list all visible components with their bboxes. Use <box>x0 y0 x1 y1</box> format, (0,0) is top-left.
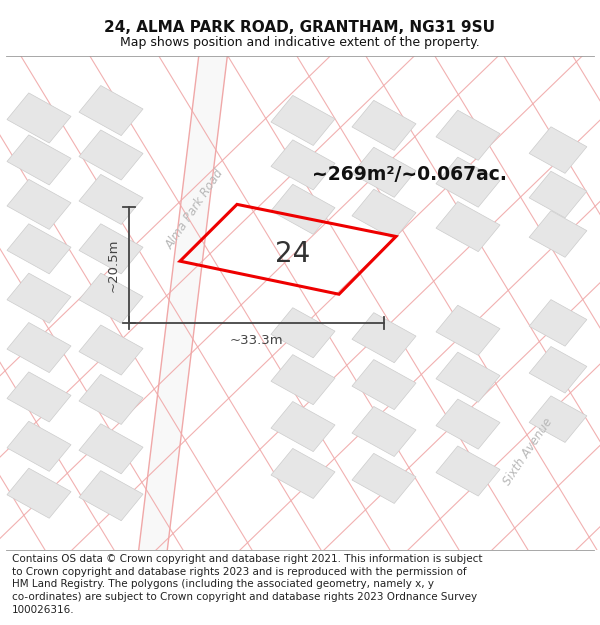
Polygon shape <box>79 273 143 323</box>
Polygon shape <box>7 135 71 185</box>
Polygon shape <box>436 399 500 449</box>
Polygon shape <box>352 359 416 409</box>
Polygon shape <box>529 211 587 258</box>
Polygon shape <box>7 468 71 518</box>
Polygon shape <box>271 401 335 452</box>
Text: ~33.3m: ~33.3m <box>229 334 283 347</box>
Polygon shape <box>352 148 416 198</box>
Polygon shape <box>352 453 416 504</box>
Text: ~20.5m: ~20.5m <box>107 238 120 292</box>
Text: 24: 24 <box>275 240 310 268</box>
Text: Sixth Avenue: Sixth Avenue <box>501 415 555 488</box>
Text: 24, ALMA PARK ROAD, GRANTHAM, NG31 9SU: 24, ALMA PARK ROAD, GRANTHAM, NG31 9SU <box>104 20 496 35</box>
Polygon shape <box>7 372 71 422</box>
Polygon shape <box>436 352 500 402</box>
Polygon shape <box>436 157 500 208</box>
Polygon shape <box>436 201 500 252</box>
Polygon shape <box>352 101 416 151</box>
Polygon shape <box>79 471 143 521</box>
Polygon shape <box>529 346 587 393</box>
Polygon shape <box>79 374 143 424</box>
Polygon shape <box>436 305 500 356</box>
Polygon shape <box>529 127 587 173</box>
Polygon shape <box>529 171 587 217</box>
Polygon shape <box>436 110 500 160</box>
Text: Map shows position and indicative extent of the property.: Map shows position and indicative extent… <box>120 36 480 49</box>
Polygon shape <box>271 448 335 499</box>
Polygon shape <box>529 299 587 346</box>
Polygon shape <box>7 273 71 323</box>
PathPatch shape <box>133 11 233 595</box>
Polygon shape <box>271 354 335 405</box>
Polygon shape <box>7 224 71 274</box>
Polygon shape <box>79 130 143 180</box>
Polygon shape <box>436 446 500 496</box>
Text: Alma Park Road: Alma Park Road <box>163 167 227 252</box>
Polygon shape <box>271 184 335 234</box>
Polygon shape <box>79 224 143 274</box>
Polygon shape <box>271 140 335 190</box>
Polygon shape <box>79 86 143 136</box>
Polygon shape <box>7 322 71 372</box>
Polygon shape <box>271 96 335 146</box>
Text: Contains OS data © Crown copyright and database right 2021. This information is : Contains OS data © Crown copyright and d… <box>12 554 482 615</box>
Polygon shape <box>79 325 143 375</box>
Polygon shape <box>7 179 71 229</box>
Text: ~269m²/~0.067ac.: ~269m²/~0.067ac. <box>312 165 507 184</box>
Polygon shape <box>271 308 335 358</box>
Polygon shape <box>529 396 587 442</box>
Polygon shape <box>79 424 143 474</box>
Polygon shape <box>7 421 71 471</box>
Polygon shape <box>352 312 416 362</box>
Polygon shape <box>352 189 416 239</box>
Polygon shape <box>352 406 416 456</box>
Polygon shape <box>79 174 143 224</box>
Polygon shape <box>7 93 71 143</box>
